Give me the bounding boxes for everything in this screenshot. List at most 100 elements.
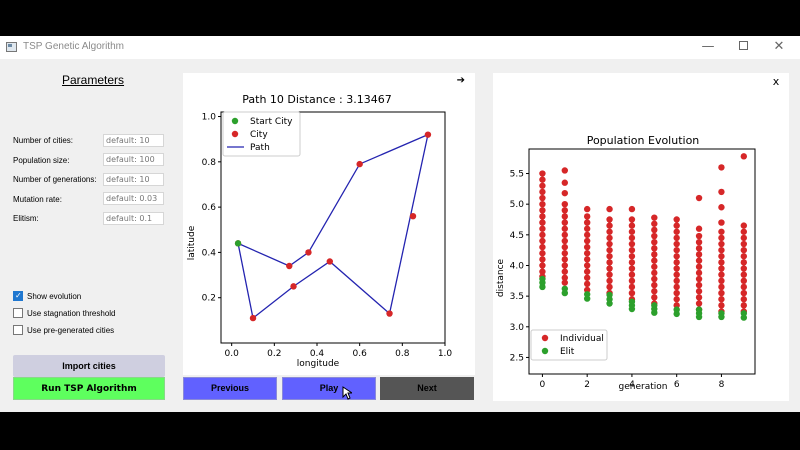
individual-point (539, 207, 546, 214)
evolution-chart-title: Population Evolution (587, 134, 700, 147)
path-route-line (237, 133, 429, 320)
individual-point (539, 176, 546, 183)
stagnation-label: Use stagnation threshold (27, 309, 116, 319)
import-cities-button[interactable]: Import cities (13, 355, 165, 377)
mutation-label: Mutation rate: (13, 195, 62, 204)
individual-point (561, 237, 569, 245)
legend-individual-label: Individual (560, 334, 604, 344)
elit-point (695, 306, 703, 313)
individual-point (561, 279, 569, 286)
stagnation-checkbox[interactable]: Use stagnation threshold (13, 308, 116, 319)
individual-point (695, 194, 703, 202)
individual-point (673, 240, 680, 248)
individual-point (606, 259, 613, 266)
individual-point (606, 271, 613, 278)
individual-point (718, 240, 725, 248)
city-point (386, 310, 393, 317)
legend-elit-marker (541, 347, 549, 355)
cities-input[interactable]: default: 10 (103, 134, 164, 147)
individual-point (740, 246, 748, 254)
individual-point (628, 259, 636, 266)
individual-point (651, 288, 658, 295)
evolution-xtick-label: 2 (584, 380, 590, 390)
generations-label: Number of generations: (13, 175, 97, 184)
individual-point (695, 281, 703, 289)
path-plot-panel: ➔ Path 10 Distance : 3.13467 longitude l… (183, 73, 475, 375)
elit-point (539, 275, 546, 283)
evolution-ytick-label: 2.5 (510, 353, 524, 363)
elitism-label: Elitism: (13, 214, 39, 223)
evolution-xtick-label: 6 (674, 380, 680, 390)
elit-point (561, 285, 569, 292)
individual-point (606, 283, 613, 291)
individual-point (718, 283, 725, 291)
individual-point (561, 179, 569, 186)
elit-point (606, 291, 613, 299)
maximize-icon[interactable] (728, 38, 758, 56)
individual-point (539, 219, 546, 226)
individual-point (673, 259, 680, 266)
individual-point (606, 253, 613, 260)
individual-point (695, 245, 703, 252)
individual-point (561, 231, 569, 239)
next-button[interactable]: Next (380, 377, 474, 400)
individual-point (561, 262, 569, 269)
minimize-icon[interactable]: — (701, 39, 715, 54)
run-tsp-button[interactable]: Run TSP Algorithm (13, 377, 165, 400)
path-chart-title: Path 10 Distance : 3.13467 (242, 93, 391, 106)
individual-point (673, 253, 680, 260)
path-plot-frame (220, 111, 446, 344)
individual-point (583, 225, 591, 232)
individual-point (718, 253, 725, 260)
generations-input[interactable]: default: 10 (103, 173, 164, 186)
mutation-input[interactable]: default: 0.03 (103, 192, 164, 205)
individual-point (628, 283, 636, 291)
individual-point (606, 240, 613, 248)
elit-point (583, 291, 591, 298)
individual-point (740, 253, 748, 260)
individual-point (628, 246, 636, 254)
city-point (356, 160, 363, 168)
app-icon (6, 42, 17, 52)
population-input[interactable]: default: 100 (103, 153, 164, 166)
checkbox-checked-icon[interactable] (13, 291, 23, 301)
individual-point (740, 271, 748, 278)
close-icon[interactable]: ✕ (773, 39, 785, 54)
evolution-plot-frame (528, 148, 756, 375)
individual-point (718, 289, 725, 297)
individual-point (539, 182, 546, 189)
individual-point (539, 262, 546, 269)
city-point (286, 262, 293, 270)
individual-point (561, 256, 569, 263)
individual-point (718, 265, 725, 272)
checkbox-empty-icon[interactable] (13, 308, 23, 318)
individual-point (606, 246, 613, 254)
pregenerated-checkbox[interactable]: Use pre-generated cities (13, 325, 114, 336)
individual-point (561, 219, 569, 226)
individual-point (718, 234, 725, 242)
individual-point (539, 200, 546, 208)
play-button[interactable]: Play (282, 377, 376, 400)
elitism-input[interactable]: default: 0.1 (103, 212, 164, 225)
city-point (290, 283, 297, 290)
legend-individual-marker (541, 334, 549, 342)
close-panel-icon[interactable]: x (773, 75, 780, 88)
checkbox-empty-icon[interactable] (13, 325, 23, 335)
legend-start-city-marker (231, 117, 239, 125)
next-path-arrow-icon[interactable]: ➔ (457, 75, 465, 86)
individual-point (606, 205, 613, 213)
previous-button[interactable]: Previous (183, 377, 277, 400)
show-evolution-checkbox[interactable]: Show evolution (13, 291, 81, 302)
legend-city-label: City (250, 130, 268, 140)
individual-point (673, 289, 680, 297)
evolution-ylabel: distance (496, 258, 506, 297)
city-point (424, 131, 432, 138)
individual-point (718, 296, 725, 303)
individual-point (695, 238, 703, 246)
individual-point (583, 231, 591, 239)
individual-point (539, 237, 546, 245)
path-ytick-label: 0.6 (202, 203, 217, 213)
legend-start-city-label: Start City (250, 117, 293, 127)
individual-point (606, 222, 613, 229)
individual-point (673, 228, 680, 235)
